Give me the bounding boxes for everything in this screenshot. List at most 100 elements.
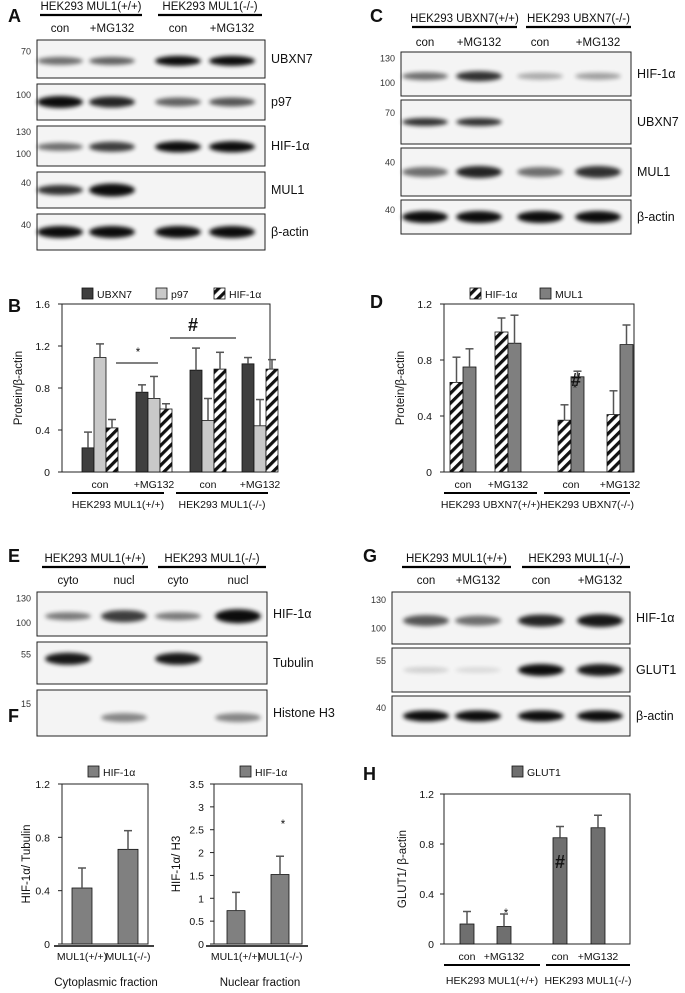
blot-strip-histone-h3: Histone H3 15 [21, 689, 335, 737]
blot-protein-label: β-actin [271, 225, 309, 239]
x-category-label: con [563, 479, 580, 491]
y-tick-label: 1 [198, 893, 204, 905]
blot-band [37, 185, 83, 195]
blot-strip-ubxn7: UBXN7 70 [21, 39, 313, 79]
legend-swatch [213, 287, 226, 300]
bar [494, 331, 509, 473]
blot-group-header: HEK293 MUL1(+/+) [406, 553, 507, 565]
significance-mark: * [504, 908, 509, 920]
y-tick-label: 0.8 [35, 832, 50, 844]
lane-label: +MG132 [210, 23, 254, 35]
western-blot-panel-e: E HEK293 MUL1(+/+) HEK293 MUL1(-/-) cyto nuc… [8, 546, 335, 737]
x-category-label: MUL1(-/-) [106, 951, 151, 963]
y-axis-label: HIF-1α/ Tubulin [21, 824, 33, 903]
mw-marker: 15 [21, 699, 31, 709]
y-axis-label: GLUT1/ β-actin [397, 830, 409, 908]
x-group-label: HEK293 UBXN7(+/+) [441, 499, 540, 511]
y-tick-label: 0.4 [35, 425, 50, 437]
blot-strip-hif-1-: HIF-1α 130 100 [16, 125, 309, 167]
x-category-label: +MG132 [240, 479, 281, 491]
x-group-label: HEK293 MUL1(+/+) [72, 499, 164, 511]
mw-marker: 100 [16, 149, 31, 159]
y-tick-label: 0 [428, 939, 434, 951]
bar [507, 342, 522, 473]
legend-label: p97 [171, 289, 189, 301]
blot-band [575, 166, 621, 178]
blot-band [37, 56, 83, 65]
mw-marker: 70 [385, 108, 395, 118]
blot-strip-ubxn7: UBXN7 70 [385, 99, 679, 145]
legend-swatch [87, 765, 100, 778]
y-tick-label: 0 [44, 939, 50, 951]
blot-band [455, 615, 501, 626]
y-tick-label: 0.5 [189, 916, 204, 928]
x-category-label: +MG132 [484, 951, 525, 963]
x-axis-label: Cytoplasmic fraction [54, 977, 158, 989]
plot-frame [213, 783, 303, 945]
bar [496, 926, 512, 945]
blot-band [155, 141, 201, 153]
legend-swatch [81, 287, 94, 300]
lane-label: con [417, 575, 436, 587]
y-tick-label: 0.4 [35, 886, 50, 898]
legend-label: HIF-1α [485, 289, 517, 301]
blot-band [402, 211, 448, 223]
bar [241, 363, 255, 473]
x-category-label: MUL1(-/-) [258, 951, 303, 963]
blot-protein-label: GLUT1 [636, 663, 676, 677]
blot-protein-label: MUL1 [637, 165, 670, 179]
mw-marker: 40 [385, 205, 395, 215]
x-category-label: con [459, 951, 476, 963]
legend-label: HIF-1α [229, 289, 261, 301]
panel-label-c: C [370, 6, 383, 26]
legend-label: UBXN7 [97, 289, 132, 301]
y-tick-label: 0 [426, 467, 432, 479]
blot-band [577, 710, 623, 722]
plot-frame [443, 303, 635, 473]
bar [93, 357, 107, 473]
blot-band [575, 72, 621, 80]
y-tick-label: 3.5 [189, 779, 204, 791]
western-blot-panel-g: G HEK293 MUL1(+/+) HEK293 MUL1(-/-) con +MG1… [363, 546, 676, 737]
bar [462, 366, 477, 473]
bar [71, 887, 93, 945]
lane-label: +MG132 [90, 23, 134, 35]
mw-marker: 40 [376, 703, 386, 713]
blot-band [215, 713, 261, 723]
blot-band [456, 166, 502, 178]
legend-label: MUL1 [555, 289, 583, 301]
lane-label: cyto [167, 575, 188, 587]
blot-band [215, 609, 261, 624]
blot-band [517, 167, 563, 177]
mw-marker: 40 [21, 178, 31, 188]
mw-marker: 40 [385, 157, 395, 167]
blot-band [89, 141, 135, 152]
bar-chart-f2: 0 0.5 1 1.5 2 2.5 3 3.5 HIF-1α/ H3 HIF-1α MUL1(+/+… [171, 765, 308, 989]
blot-group-header: HEK293 MUL1(-/-) [162, 1, 257, 13]
y-axis-label: Protein/β-actin [13, 351, 25, 425]
blot-band [89, 96, 135, 108]
blot-protein-label: HIF-1α [637, 67, 675, 81]
blot-strip--actin: β-actin 40 [376, 695, 674, 737]
blot-strip-hif-1-: HIF-1α 130 100 [371, 591, 674, 645]
lane-label: con [169, 23, 188, 35]
mw-marker: 130 [380, 54, 395, 64]
bar-chart-f1: F 0 0.4 0.8 1.2 HIF-1α/ Tubulin HIF-1α MUL1(+/+… [8, 706, 158, 989]
y-tick-label: 1.2 [419, 789, 434, 801]
blot-strip--actin: β-actin 40 [21, 213, 309, 251]
blot-protein-label: Histone H3 [273, 706, 335, 720]
blot-protein-label: β-actin [637, 210, 675, 224]
blot-band [37, 96, 83, 108]
blot-group-header: HEK293 MUL1(-/-) [528, 553, 623, 565]
mw-marker: 100 [16, 618, 31, 628]
blot-band [575, 211, 621, 223]
y-tick-label: 0 [44, 467, 50, 479]
mw-marker: 55 [376, 656, 386, 666]
bar [459, 923, 475, 945]
western-blot-panel-a: A HEK293 MUL1(+/+) HEK293 MUL1(-/-) con +MG1… [8, 1, 313, 251]
blot-band [37, 142, 83, 151]
panel-label-b: B [8, 296, 21, 316]
blot-strip-hif-1-: HIF-1α 130 100 [16, 591, 311, 637]
x-category-label: +MG132 [488, 479, 529, 491]
